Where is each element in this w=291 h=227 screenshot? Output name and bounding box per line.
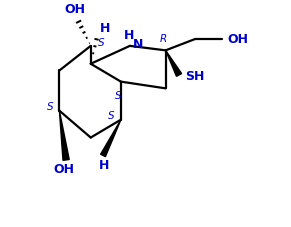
Text: OH: OH: [227, 33, 248, 46]
Polygon shape: [166, 50, 182, 76]
Text: S: S: [115, 91, 122, 101]
Text: OH: OH: [53, 163, 74, 176]
Text: N: N: [133, 38, 143, 51]
Text: SH: SH: [184, 69, 204, 83]
Text: S: S: [98, 37, 104, 47]
Polygon shape: [59, 111, 69, 160]
Text: S: S: [47, 102, 54, 112]
Polygon shape: [101, 120, 121, 157]
Text: S: S: [108, 111, 114, 121]
Text: H: H: [100, 22, 110, 35]
Text: OH: OH: [65, 3, 86, 16]
Text: H: H: [99, 160, 109, 173]
Text: R: R: [160, 34, 167, 44]
Text: H: H: [124, 29, 134, 42]
